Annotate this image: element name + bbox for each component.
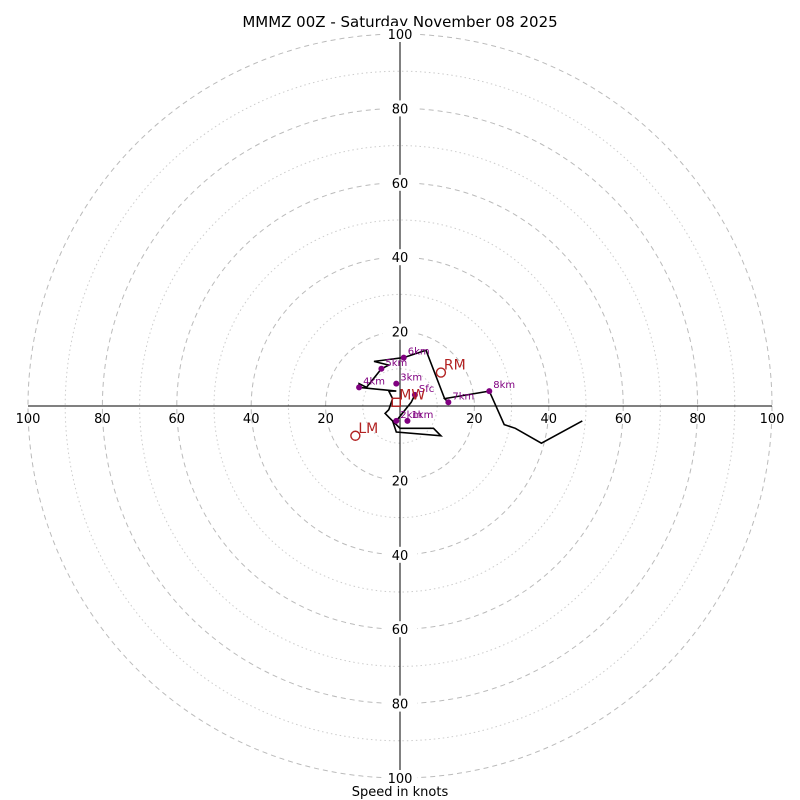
height-point-1km <box>404 417 411 424</box>
tick-label-bottom: 100 <box>388 772 413 787</box>
chart-title: MMMZ 00Z - Saturday November 08 2025 <box>242 13 557 31</box>
height-point-Sfc <box>411 391 418 398</box>
height-label-7km: 7km <box>452 391 474 402</box>
tick-label-bottom: 80 <box>392 698 409 713</box>
tick-label-top: 40 <box>392 251 409 266</box>
tick-label-bg <box>383 100 417 117</box>
height-point-8km <box>486 388 493 395</box>
height-label-3km: 3km <box>400 373 422 384</box>
tick-label-bg <box>383 546 417 563</box>
height-point-5km <box>378 365 385 372</box>
tick-label-bottom: 20 <box>392 474 409 489</box>
height-label-4km: 4km <box>363 376 385 387</box>
storm-motion-label-RM: RM <box>444 358 466 374</box>
tick-label-right: 60 <box>615 412 632 427</box>
height-label-Sfc: Sfc <box>419 384 434 395</box>
tick-labels: 100 80 60 40 20 20 40 60 80 100 100 80 60 40 20 20 40 60 8… <box>16 26 785 787</box>
storm-motion-marker-RM <box>435 367 447 378</box>
tick-label-bg <box>383 621 417 638</box>
height-label-6km: 6km <box>408 347 430 358</box>
height-point-6km <box>400 354 407 361</box>
tick-label-left: 80 <box>94 412 111 427</box>
tick-label-bg <box>383 249 417 266</box>
tick-label-bg <box>383 770 417 786</box>
height-label-8km: 8km <box>493 380 515 391</box>
storm-motion-marker-MW <box>391 397 401 407</box>
tick-label-bg <box>383 26 417 42</box>
tick-label-top: 20 <box>392 326 409 341</box>
height-point-7km <box>445 399 452 406</box>
storm-motion-label-LM: LM <box>358 421 378 437</box>
tick-label-left: 40 <box>243 412 260 427</box>
tick-label-left: 20 <box>317 412 334 427</box>
tick-label-left: 100 <box>16 412 41 427</box>
tick-label-right: 80 <box>689 412 706 427</box>
tick-label-right: 20 <box>466 412 483 427</box>
storm-motions: RM LM MW <box>350 358 466 441</box>
tick-label-bottom: 40 <box>392 549 409 564</box>
tick-label-bg <box>383 472 417 489</box>
tick-label-bottom: 60 <box>392 623 409 638</box>
height-label-5km: 5km <box>385 358 407 369</box>
height-point-2km <box>393 417 400 424</box>
tick-label-right: 40 <box>541 412 558 427</box>
tick-label-top: 80 <box>392 102 409 117</box>
storm-motion-marker-LM <box>350 430 361 441</box>
tick-label-top: 60 <box>392 177 409 192</box>
height-label-2km: 2km <box>400 410 422 421</box>
x-axis-label: Speed in knots <box>352 785 449 800</box>
height-point-3km <box>393 380 400 387</box>
height-label-1km: 1km <box>411 410 433 421</box>
height-point-4km <box>356 384 363 391</box>
tick-label-bg <box>383 695 417 712</box>
tick-label-right: 100 <box>760 412 785 427</box>
tick-label-bg <box>383 174 417 191</box>
tick-label-bg <box>383 323 417 340</box>
tick-label-top: 100 <box>388 28 413 43</box>
storm-motion-label-MW: MW <box>399 387 425 403</box>
tick-label-left: 60 <box>169 412 186 427</box>
